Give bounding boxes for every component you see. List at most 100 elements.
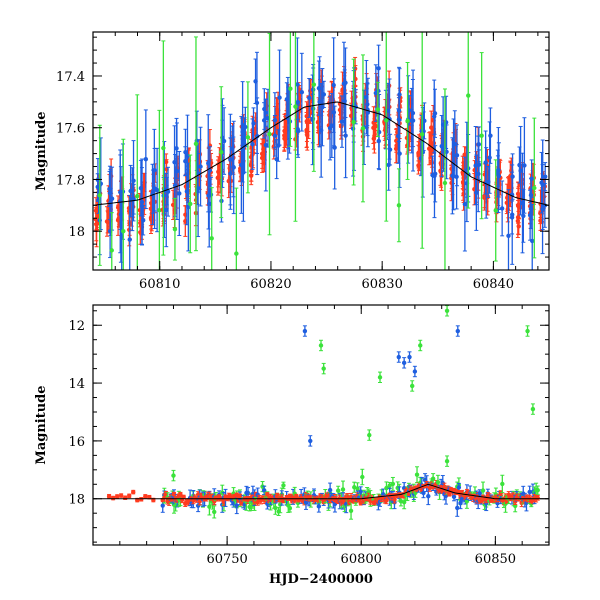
blue-point [254,134,260,139]
green-point [360,126,366,131]
green-point [335,488,341,493]
green-point [245,135,251,140]
red-point [358,500,363,506]
blue-point [243,124,248,130]
red-point [265,492,270,497]
blue-point [299,89,305,95]
green-point [109,248,114,253]
green-point [360,474,365,480]
green-point [414,472,420,477]
red-point [181,494,186,500]
green-point [466,93,471,98]
blue-point [177,191,182,196]
blue-point [160,503,165,508]
blue-point [376,66,381,71]
red-point [462,152,467,157]
green-point [219,149,224,155]
red-point [131,489,136,495]
red-point [282,136,287,141]
blue-point [195,185,201,191]
blue-point [358,489,363,494]
blue-point [250,141,255,147]
red-point [104,219,110,224]
green-point [172,227,178,232]
blue-point [95,177,101,183]
blue-point [239,162,244,168]
blue-point [518,168,523,173]
red-point [371,125,376,131]
blue-point [496,167,501,173]
green-point [293,104,298,109]
red-point [516,202,521,207]
blue-point [198,164,203,169]
blue-point [245,490,251,496]
blue-point [329,123,335,128]
green-point [351,119,356,125]
red-point [283,129,288,135]
blue-point [251,121,256,126]
green-point [281,483,286,488]
red-point [392,497,397,502]
blue-point [476,171,481,177]
green-point [234,251,239,256]
plot-frame [92,31,550,271]
green-point [97,193,102,198]
green-point [375,107,381,112]
green-point [420,132,425,137]
red-point [127,493,132,499]
blue-point [174,146,179,151]
blue-point [172,159,177,165]
red-point [237,493,243,499]
blue-point [332,145,337,150]
green-point [430,476,436,481]
blue-point [140,218,146,223]
blue-point [317,99,322,105]
blue-point [528,192,534,198]
plot-area [93,32,549,270]
bottom-panel: 60750 60800 6085012141618MagnitudeHJD−2400… [34,304,550,587]
red-point [114,494,120,499]
blue-point [316,85,322,91]
blue-point [183,149,188,155]
blue-point [462,201,468,207]
red-point [143,494,148,499]
green-point [435,479,441,485]
blue-point [376,138,381,144]
green-point [384,118,389,123]
blue-point [487,155,492,160]
red-point [305,132,310,138]
blue-point [527,213,533,218]
blue-point [521,213,526,219]
green-point [207,504,212,509]
green-point [401,499,407,505]
blue-point [307,95,312,101]
blue-point [127,237,132,242]
green-point [135,193,140,199]
blue-point [131,178,136,183]
blue-point [128,188,133,194]
green-point [355,486,360,491]
blue-point [450,173,455,179]
green-point [157,208,162,213]
green-point [493,208,498,213]
red-point [429,148,435,153]
y-tick-label: 18 [68,225,85,240]
green-point [287,506,293,511]
blue-point [138,185,144,191]
green-point [188,201,193,207]
blue-point [540,206,545,212]
red-point [118,493,124,498]
blue-point [295,82,300,87]
blue-point [410,110,416,116]
blue-point [109,196,115,201]
blue-point [488,133,493,138]
blue-point [277,95,282,100]
blue-point [473,163,478,168]
blue-point [274,156,279,162]
blue-point [421,490,426,496]
green-point [464,499,470,504]
blue-point [430,172,435,178]
green-point [390,481,396,487]
green-point [348,508,354,513]
